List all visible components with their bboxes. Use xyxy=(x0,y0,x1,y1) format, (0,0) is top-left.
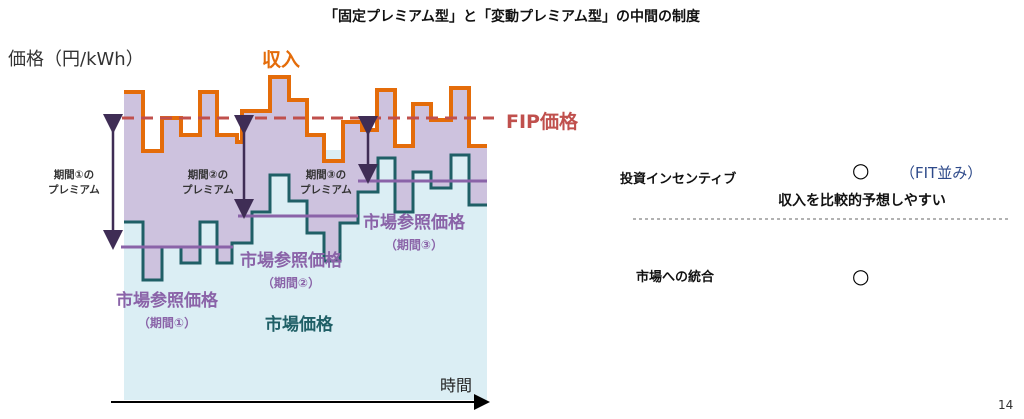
premium-label-2: 期間②のプレミアム xyxy=(182,168,234,198)
x-axis-label: 時間 xyxy=(440,376,473,395)
eval-note-investment: （FIT並み） xyxy=(900,164,983,182)
reference-period-text: （期間③） xyxy=(384,238,444,252)
premium-area xyxy=(124,77,487,280)
reference-period-text: （期間①） xyxy=(137,316,197,330)
reference-price-label-3: 市場参照価格 （期間③） xyxy=(363,208,465,253)
premium-label-line: プレミアム xyxy=(48,184,100,196)
market-price-label: 市場価格 xyxy=(265,315,333,335)
premium-label-line: 期間②の xyxy=(187,169,229,181)
reference-price-label-2: 市場参照価格 （期間②） xyxy=(240,246,342,291)
premium-label-line: 期間③の xyxy=(305,169,347,181)
reference-price-text: 市場参照価格 xyxy=(240,251,342,271)
eval-label-investment: 投資インセンティブ xyxy=(620,172,737,187)
reference-price-text: 市場参照価格 xyxy=(363,213,465,233)
eval-mark-investment: ○ xyxy=(852,158,870,182)
eval-label-market-integration: 市場への統合 xyxy=(636,270,715,285)
revenue-line xyxy=(124,75,487,163)
premium-label-1: 期間①のプレミアム xyxy=(48,168,100,198)
premium-label-line: プレミアム xyxy=(182,184,234,196)
revenue-label: 収入 xyxy=(262,49,301,71)
y-axis-label: 価格（円/kWh） xyxy=(8,49,144,70)
eval-mark-market-integration: ○ xyxy=(852,264,870,288)
page-number: 14 xyxy=(998,398,1014,412)
premium-label-line: 期間①の xyxy=(53,169,95,181)
premium-label-line: プレミアム xyxy=(300,184,352,196)
reference-price-text: 市場参照価格 xyxy=(116,291,218,311)
reference-price-label-1: 市場参照価格 （期間①） xyxy=(116,286,218,331)
slide-title: 「固定プレミアム型」と「変動プレミアム型」の中間の制度 xyxy=(323,9,701,25)
premium-label-3: 期間③のプレミアム xyxy=(300,168,352,198)
eval-detail-investment: 収入を比較的予想しやすい xyxy=(778,193,946,209)
reference-period-text: （期間②） xyxy=(261,276,321,290)
fip-price-label: FIP価格 xyxy=(506,111,578,133)
